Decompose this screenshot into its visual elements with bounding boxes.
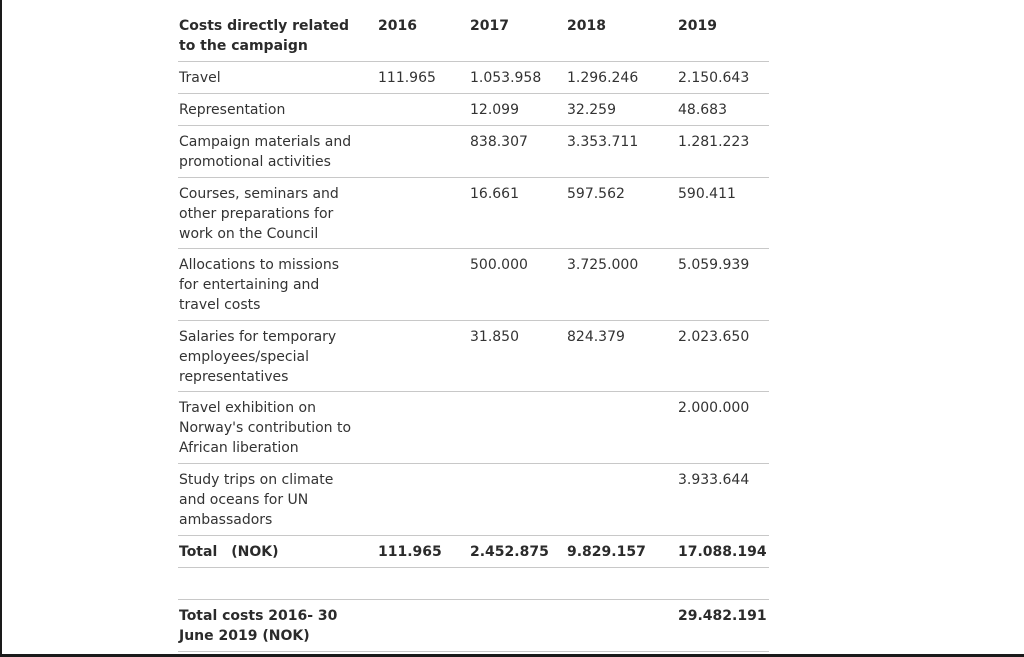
row-label: Representation — [179, 102, 286, 118]
header-year-2016: 2016 — [378, 18, 417, 34]
total-label-unit: (NOK) — [231, 544, 279, 560]
bottom-edge-border — [0, 654, 1024, 657]
grand-total-label: Total costs 2016- 30 June 2019 (NOK) — [179, 608, 338, 644]
table-row: Allocations to missions for entertaining… — [178, 249, 769, 321]
total-2017: 2.452.875 — [470, 544, 549, 560]
cell-2019: 2.023.650 — [678, 329, 750, 345]
header-year-2019: 2019 — [678, 18, 717, 34]
table-row: Travel 111.965 1.053.958 1.296.246 2.150… — [178, 62, 769, 94]
cell-2019: 48.683 — [678, 102, 727, 118]
table-row: Salaries for temporary employees/special… — [178, 321, 769, 392]
cell-2019: 590.411 — [678, 186, 736, 202]
cell-2017: 16.661 — [470, 186, 519, 202]
cell-2019: 2.150.643 — [678, 70, 750, 86]
total-label: Total (NOK) — [179, 542, 364, 562]
cell-2017: 1.053.958 — [470, 70, 542, 86]
cell-2018: 32.259 — [567, 102, 616, 118]
empty-row — [178, 568, 769, 600]
cell-2018: 597.562 — [567, 186, 625, 202]
cell-2017: 31.850 — [470, 329, 519, 345]
cell-2019: 3.933.644 — [678, 472, 750, 488]
table-row: Campaign materials and promotional activ… — [178, 126, 769, 178]
cell-2017: 500.000 — [470, 257, 528, 273]
cell-2019: 2.000.000 — [678, 400, 750, 416]
table-row: Courses, seminars and other preparations… — [178, 178, 769, 249]
table-header-row: Costs directly related to the campaign 2… — [178, 0, 769, 62]
cell-2018: 3.725.000 — [567, 257, 639, 273]
row-label: Study trips on climate and oceans for UN… — [179, 472, 334, 528]
row-label: Travel exhibition on Norway's contributi… — [179, 400, 352, 456]
grand-total-row: Total costs 2016- 30 June 2019 (NOK) 29.… — [178, 600, 769, 652]
row-label: Campaign materials and promotional activ… — [179, 134, 352, 170]
left-edge-border — [0, 0, 2, 657]
row-label: Allocations to missions for entertaining… — [179, 257, 340, 313]
cell-2018: 1.296.246 — [567, 70, 639, 86]
total-2016: 111.965 — [378, 544, 442, 560]
cell-2019: 1.281.223 — [678, 134, 750, 150]
header-year-2017: 2017 — [470, 18, 509, 34]
table-row: Study trips on climate and oceans for UN… — [178, 464, 769, 536]
row-label: Courses, seminars and other preparations… — [179, 186, 339, 242]
row-label: Travel — [179, 70, 221, 86]
total-label-word: Total — [179, 544, 218, 560]
cell-2016: 111.965 — [378, 70, 436, 86]
cell-2017: 12.099 — [470, 102, 519, 118]
header-label: Costs directly related to the campaign — [179, 18, 349, 54]
campaign-costs-table: Costs directly related to the campaign 2… — [178, 0, 769, 652]
cell-2018: 3.353.711 — [567, 134, 639, 150]
row-label: Salaries for temporary employees/special… — [179, 329, 337, 385]
table-row: Travel exhibition on Norway's contributi… — [178, 392, 769, 464]
table-row: Representation 12.099 32.259 48.683 — [178, 94, 769, 126]
total-2018: 9.829.157 — [567, 544, 646, 560]
total-row: Total (NOK) 111.965 2.452.875 9.829.157 1… — [178, 536, 769, 568]
cell-2019: 5.059.939 — [678, 257, 750, 273]
grand-total-2019: 29.482.191 — [678, 608, 767, 624]
header-year-2018: 2018 — [567, 18, 606, 34]
cell-2017: 838.307 — [470, 134, 528, 150]
cell-2018: 824.379 — [567, 329, 625, 345]
total-2019: 17.088.194 — [678, 544, 767, 560]
